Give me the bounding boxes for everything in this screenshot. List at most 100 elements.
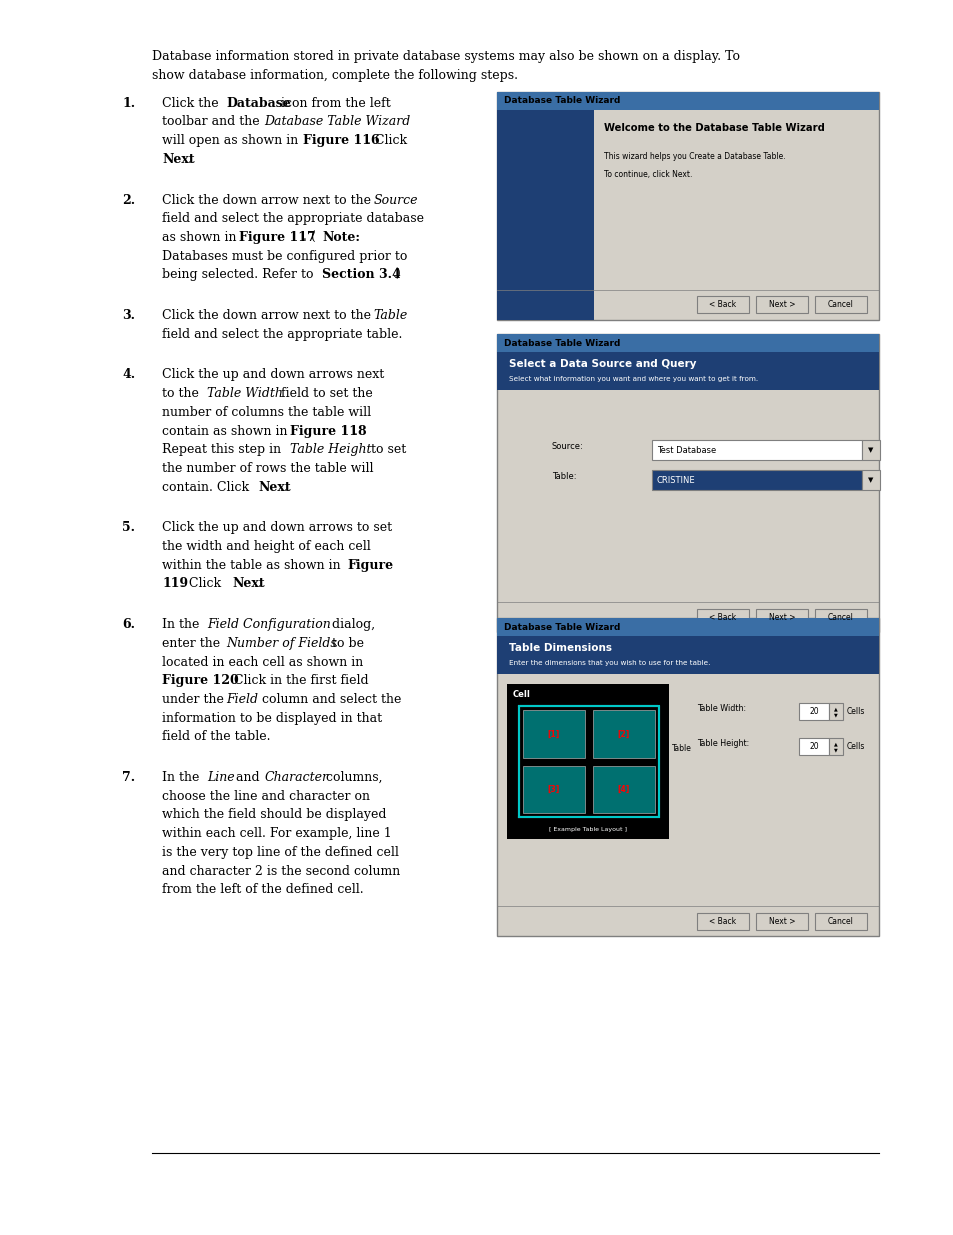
FancyBboxPatch shape xyxy=(755,296,807,314)
Text: Select a Data Source and Query: Select a Data Source and Query xyxy=(509,359,696,369)
Text: enter the: enter the xyxy=(162,637,224,650)
FancyBboxPatch shape xyxy=(593,766,655,813)
Text: Database Table Wizard: Database Table Wizard xyxy=(503,96,619,105)
Text: ▼: ▼ xyxy=(867,477,873,483)
Text: Repeat this step in: Repeat this step in xyxy=(162,443,285,456)
Text: . Click in the first field: . Click in the first field xyxy=(226,674,368,687)
Text: field to set the: field to set the xyxy=(277,387,373,400)
Text: and character 2 is the second column: and character 2 is the second column xyxy=(162,864,400,878)
Text: Click the up and down arrows to set: Click the up and down arrows to set xyxy=(162,521,392,535)
Text: Database: Database xyxy=(226,96,291,110)
Text: Table:: Table: xyxy=(552,472,576,482)
FancyBboxPatch shape xyxy=(799,739,828,755)
Text: In the: In the xyxy=(162,619,203,631)
Text: .: . xyxy=(188,153,192,165)
FancyBboxPatch shape xyxy=(755,913,807,930)
FancyBboxPatch shape xyxy=(651,440,862,461)
Text: Test Database: Test Database xyxy=(657,446,716,454)
Text: under the: under the xyxy=(162,693,228,706)
Text: . (: . ( xyxy=(302,231,315,245)
FancyBboxPatch shape xyxy=(814,609,866,626)
Text: .: . xyxy=(257,578,262,590)
FancyBboxPatch shape xyxy=(497,110,594,320)
Text: 1.: 1. xyxy=(122,96,135,110)
Text: < Back: < Back xyxy=(709,613,736,621)
Text: 2.: 2. xyxy=(122,194,135,206)
Text: Cells: Cells xyxy=(846,708,864,716)
Text: Field: Field xyxy=(226,693,257,706)
FancyBboxPatch shape xyxy=(506,684,668,839)
Text: Next >: Next > xyxy=(768,916,795,926)
Text: Table: Table xyxy=(671,743,691,753)
Text: Table: Table xyxy=(373,309,407,322)
Text: Click the down arrow next to the: Click the down arrow next to the xyxy=(162,194,375,206)
FancyBboxPatch shape xyxy=(497,333,878,352)
Text: Figure 116: Figure 116 xyxy=(302,135,379,147)
FancyBboxPatch shape xyxy=(814,913,866,930)
Text: the number of rows the table will: the number of rows the table will xyxy=(162,462,374,475)
Text: Figure 118: Figure 118 xyxy=(290,425,366,437)
Text: show database information, complete the following steps.: show database information, complete the … xyxy=(152,69,517,82)
FancyBboxPatch shape xyxy=(799,703,828,720)
Text: Enter the dimensions that you wish to use for the table.: Enter the dimensions that you wish to us… xyxy=(509,661,710,666)
Text: information to be displayed in that: information to be displayed in that xyxy=(162,711,382,725)
Text: contain. Click: contain. Click xyxy=(162,480,253,494)
Text: To continue, click Next.: To continue, click Next. xyxy=(603,169,692,179)
Text: to be: to be xyxy=(328,637,364,650)
Text: Database Table Wizard: Database Table Wizard xyxy=(503,622,619,631)
Text: the width and height of each cell: the width and height of each cell xyxy=(162,540,371,553)
Text: number of columns the table will: number of columns the table will xyxy=(162,406,371,419)
Text: < Back: < Back xyxy=(709,916,736,926)
Text: and: and xyxy=(233,771,264,784)
Text: toolbar and the: toolbar and the xyxy=(162,115,263,128)
Text: Database information stored in private database systems may also be shown on a d: Database information stored in private d… xyxy=(152,49,740,63)
Text: Cancel: Cancel xyxy=(827,300,853,309)
Text: Databases must be configured prior to: Databases must be configured prior to xyxy=(162,249,407,263)
FancyBboxPatch shape xyxy=(497,352,878,390)
FancyBboxPatch shape xyxy=(828,739,842,755)
FancyBboxPatch shape xyxy=(862,471,879,490)
Text: Note:: Note: xyxy=(322,231,359,245)
FancyBboxPatch shape xyxy=(651,471,862,490)
Text: 20: 20 xyxy=(808,742,818,751)
Text: 3.: 3. xyxy=(122,309,135,322)
Text: Select what information you want and where you want to get it from.: Select what information you want and whe… xyxy=(509,375,758,382)
Text: Figure 120: Figure 120 xyxy=(162,674,238,687)
Text: field and select the appropriate table.: field and select the appropriate table. xyxy=(162,327,402,341)
Text: Table Width: Table Width xyxy=(207,387,282,400)
Text: Click the up and down arrows next: Click the up and down arrows next xyxy=(162,368,384,382)
Text: .: . xyxy=(354,425,357,437)
FancyBboxPatch shape xyxy=(497,636,878,674)
Text: Line: Line xyxy=(207,771,234,784)
Text: field and select the appropriate database: field and select the appropriate databas… xyxy=(162,212,423,225)
Text: Source: Source xyxy=(373,194,417,206)
Text: [3]: [3] xyxy=(547,785,559,794)
Text: as shown in: as shown in xyxy=(162,231,240,245)
Text: < Back: < Back xyxy=(709,300,736,309)
Text: contain as shown in: contain as shown in xyxy=(162,425,292,437)
Text: Character: Character xyxy=(264,771,328,784)
Text: within the table as shown in: within the table as shown in xyxy=(162,558,344,572)
FancyBboxPatch shape xyxy=(697,609,748,626)
Text: column and select the: column and select the xyxy=(257,693,401,706)
Text: [4]: [4] xyxy=(618,785,630,794)
Text: Table Height: Table Height xyxy=(290,443,371,456)
Text: Table Height:: Table Height: xyxy=(697,740,748,748)
FancyBboxPatch shape xyxy=(814,296,866,314)
Text: located in each cell as shown in: located in each cell as shown in xyxy=(162,656,363,668)
Text: Click the: Click the xyxy=(162,96,222,110)
Text: ▼: ▼ xyxy=(867,447,873,453)
FancyBboxPatch shape xyxy=(697,296,748,314)
Text: [1]: [1] xyxy=(547,730,559,739)
Text: Next: Next xyxy=(257,480,291,494)
FancyBboxPatch shape xyxy=(497,619,878,936)
Text: This wizard helps you Create a Database Table.: This wizard helps you Create a Database … xyxy=(603,152,785,161)
Text: [2]: [2] xyxy=(618,730,630,739)
Text: Cells: Cells xyxy=(846,742,864,751)
Text: Next >: Next > xyxy=(768,613,795,621)
Text: field of the table.: field of the table. xyxy=(162,730,271,743)
Text: being selected. Refer to: being selected. Refer to xyxy=(162,268,317,282)
Text: Cell: Cell xyxy=(513,690,530,699)
FancyBboxPatch shape xyxy=(828,703,842,720)
Text: Table Width:: Table Width: xyxy=(697,704,745,713)
